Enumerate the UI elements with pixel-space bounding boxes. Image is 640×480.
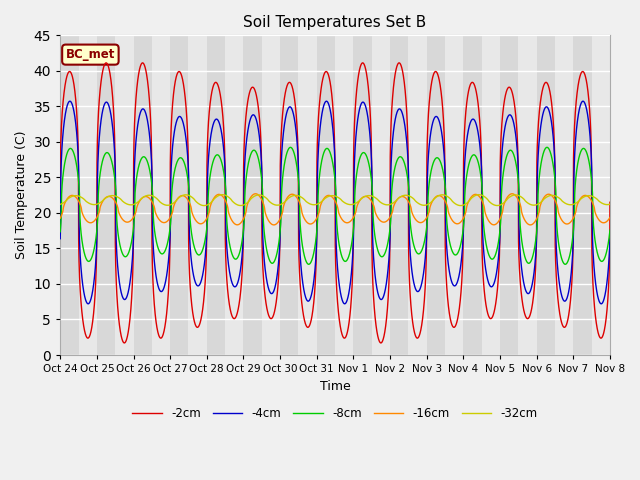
-2cm [459, 265, 467, 271]
-8cm [428, 165, 436, 170]
-32cm [606, 201, 614, 207]
Bar [573, 36, 591, 355]
Bar [262, 36, 280, 355]
-8cm [315, 183, 323, 189]
-16cm [428, 199, 436, 205]
-8cm [287, 144, 294, 150]
Bar [207, 36, 225, 355]
-4cm [490, 282, 497, 288]
-2cm [156, 334, 163, 339]
Bar [79, 36, 97, 355]
Bar [170, 36, 188, 355]
Bar [298, 36, 317, 355]
Line: -2cm: -2cm [60, 63, 610, 343]
Bar [518, 36, 537, 355]
-8cm [155, 248, 163, 253]
Legend: -2cm, -4cm, -8cm, -16cm, -32cm: -2cm, -4cm, -8cm, -16cm, -32cm [127, 402, 543, 425]
-32cm [315, 201, 323, 206]
-16cm [155, 216, 163, 222]
Title: Soil Temperatures Set B: Soil Temperatures Set B [243, 15, 427, 30]
-16cm [605, 216, 613, 221]
-32cm [428, 199, 436, 204]
-8cm [458, 233, 466, 239]
-4cm [341, 301, 349, 307]
Bar [152, 36, 170, 355]
Bar [134, 36, 152, 355]
Bar [390, 36, 408, 355]
-8cm [56, 229, 64, 235]
Bar [353, 36, 372, 355]
-4cm [459, 246, 467, 252]
-16cm [490, 222, 497, 228]
-16cm [270, 222, 278, 228]
-32cm [155, 198, 163, 204]
-2cm [315, 110, 323, 116]
Line: -32cm: -32cm [60, 195, 610, 205]
Line: -4cm: -4cm [60, 101, 610, 304]
-4cm [605, 249, 613, 254]
Bar [60, 36, 79, 355]
Bar [115, 36, 134, 355]
-2cm [56, 199, 64, 205]
-4cm [606, 236, 614, 242]
-8cm [606, 227, 614, 233]
Bar [317, 36, 335, 355]
-2cm [606, 199, 614, 205]
Bar [537, 36, 555, 355]
Y-axis label: Soil Temperature (C): Soil Temperature (C) [15, 131, 28, 259]
-16cm [315, 211, 323, 217]
-8cm [490, 256, 497, 262]
-8cm [605, 232, 613, 238]
-16cm [508, 191, 516, 197]
Bar [482, 36, 500, 355]
-2cm [139, 60, 147, 66]
-2cm [428, 78, 436, 84]
Bar [188, 36, 207, 355]
-4cm [156, 286, 163, 292]
-32cm [490, 202, 497, 207]
-8cm [561, 262, 569, 267]
Bar [427, 36, 445, 355]
Bar [408, 36, 427, 355]
X-axis label: Time: Time [320, 380, 351, 393]
-4cm [315, 144, 323, 149]
-16cm [458, 217, 466, 223]
-2cm [120, 340, 128, 346]
Bar [591, 36, 610, 355]
Line: -8cm: -8cm [60, 147, 610, 264]
Bar [335, 36, 353, 355]
-4cm [428, 123, 436, 129]
-4cm [66, 98, 74, 104]
-4cm [56, 236, 64, 241]
Bar [243, 36, 262, 355]
-32cm [605, 202, 613, 207]
-32cm [56, 202, 64, 207]
Text: BC_met: BC_met [66, 48, 115, 61]
Bar [500, 36, 518, 355]
Bar [372, 36, 390, 355]
Bar [280, 36, 298, 355]
-16cm [606, 215, 614, 220]
-2cm [490, 311, 497, 317]
-32cm [218, 192, 226, 198]
Line: -16cm: -16cm [60, 194, 610, 225]
Bar [555, 36, 573, 355]
Bar [463, 36, 482, 355]
-16cm [56, 216, 64, 221]
-32cm [459, 203, 467, 208]
-2cm [605, 261, 613, 266]
-32cm [457, 203, 465, 208]
Bar [445, 36, 463, 355]
Bar [225, 36, 243, 355]
Bar [97, 36, 115, 355]
